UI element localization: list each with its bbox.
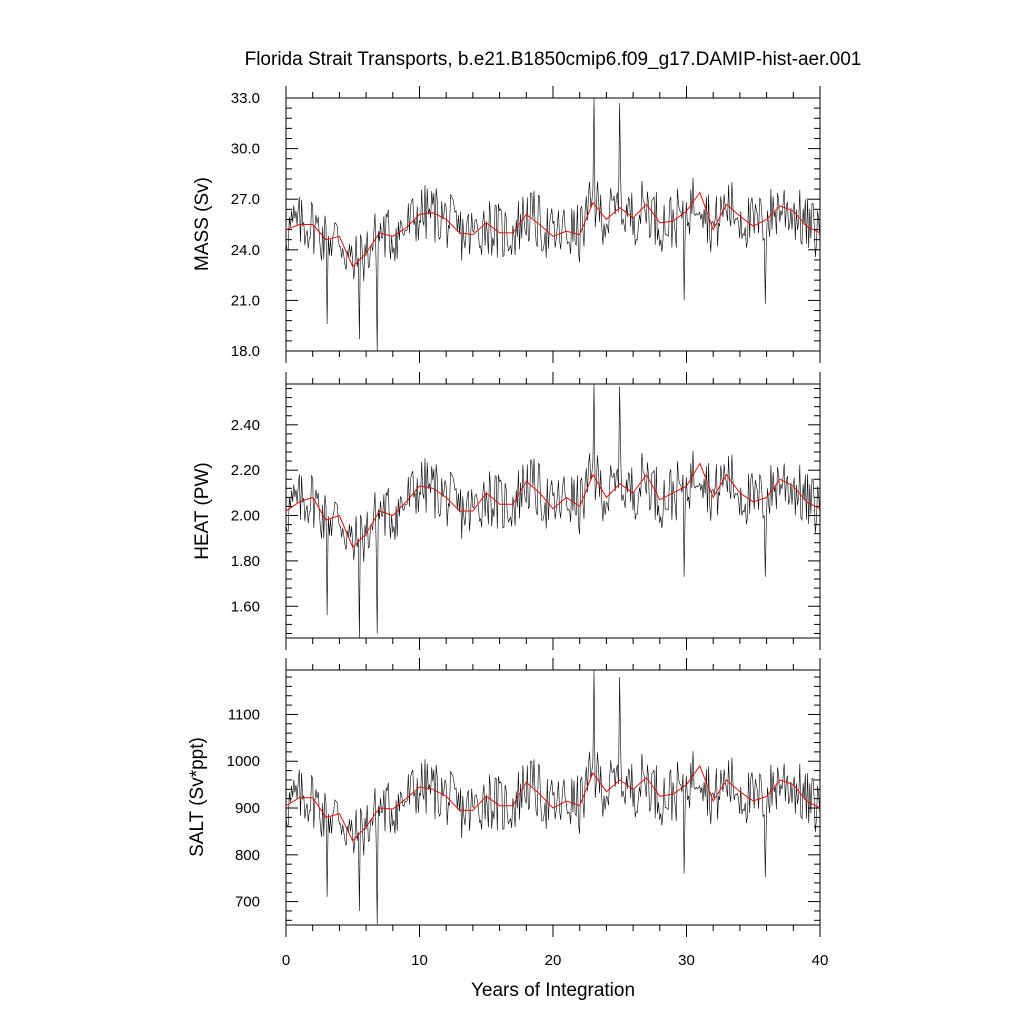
- series-lines: [285, 383, 821, 639]
- x-ticks: 0 10 20 30 40: [282, 658, 829, 969]
- y-ticks: 1.60 1.80 2.00 2.20 2.40: [231, 388, 820, 634]
- y-tick-label: 1.80: [231, 553, 260, 570]
- y-tick-label: 33.0: [231, 90, 260, 107]
- y-tick-label: 2.40: [231, 417, 260, 434]
- y-axis-label: SALT (Sv*ppt): [187, 737, 208, 857]
- y-tick-label: 18.0: [231, 343, 260, 360]
- y-tick-label: 1000: [227, 753, 260, 770]
- monthly-series-line: [285, 97, 821, 352]
- y-tick-label: 21.0: [231, 292, 260, 309]
- annual-mean-line: [285, 462, 821, 549]
- y-tick-label: 800: [235, 847, 260, 864]
- y-tick-label: 27.0: [231, 191, 260, 208]
- x-tick-label: 40: [812, 952, 829, 969]
- x-tick-label: 30: [678, 952, 695, 969]
- panel-mass: 18.0 21.0 24.0 27.0 30.0 33.0 MASS (Sv): [192, 86, 821, 363]
- y-tick-label: 900: [235, 800, 260, 817]
- plot-frame: [285, 669, 821, 926]
- y-tick-label: 30.0: [231, 141, 260, 158]
- y-axis-label: MASS (Sv): [192, 177, 213, 271]
- x-tick-label: 0: [282, 952, 290, 969]
- x-ticks: [285, 86, 821, 363]
- series-lines: [285, 669, 821, 925]
- annual-mean-line: [285, 191, 821, 268]
- y-tick-label: 700: [235, 894, 260, 911]
- monthly-series-line: [285, 669, 821, 925]
- panel-salt: 700 800 900 1000 1100 0 10 20 30 40 SALT (Sv*ppt…: [187, 658, 828, 969]
- monthly-series-line: [285, 383, 821, 639]
- y-ticks: 18.0 21.0 24.0 27.0 30.0 33.0: [231, 90, 820, 360]
- annual-mean-line: [285, 764, 821, 842]
- x-tick-label: 20: [545, 952, 562, 969]
- y-tick-label: 1.60: [231, 598, 260, 615]
- x-axis-label: Years of Integration: [471, 980, 635, 1001]
- y-tick-label: 2.00: [231, 508, 260, 525]
- y-axis-label: HEAT (PW): [192, 462, 213, 559]
- y-ticks: 700 800 900 1000 1100: [227, 676, 820, 921]
- x-tick-label: 10: [411, 952, 428, 969]
- x-ticks: [285, 372, 821, 650]
- y-tick-label: 2.20: [231, 462, 260, 479]
- series-lines: [285, 97, 821, 352]
- y-tick-label: 24.0: [231, 242, 260, 259]
- panel-heat: 1.60 1.80 2.00 2.20 2.40 HEAT (PW): [192, 372, 821, 650]
- y-tick-label: 1100: [228, 706, 260, 723]
- plot-frame: [285, 97, 821, 352]
- chart-title: Florida Strait Transports, b.e21.B1850cm…: [245, 49, 862, 70]
